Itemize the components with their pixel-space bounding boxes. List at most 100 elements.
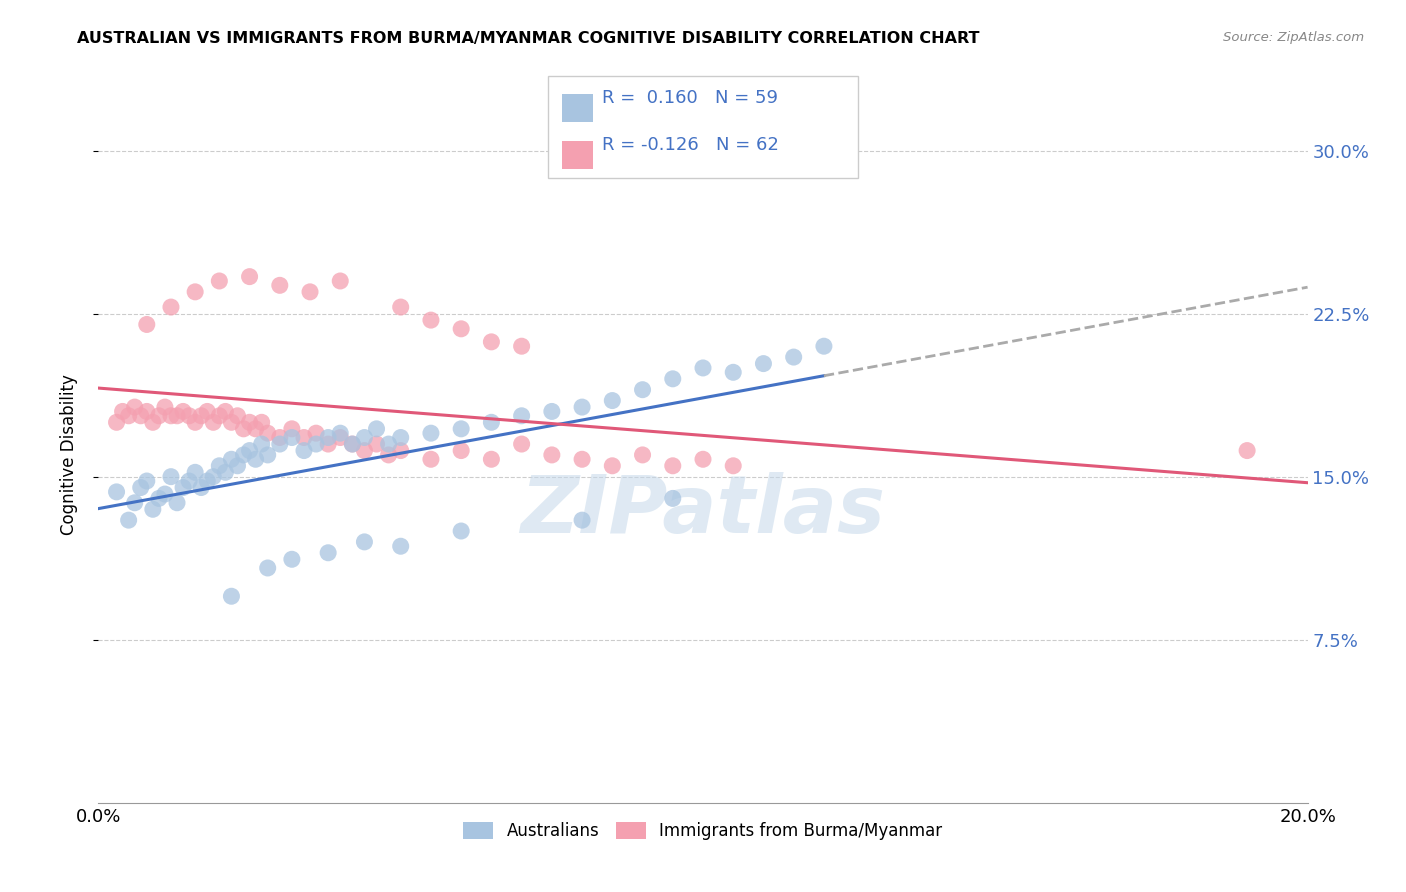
Point	[245, 452, 267, 467]
Point	[208, 409, 231, 423]
Point	[179, 474, 201, 488]
Point	[256, 561, 278, 575]
Point	[602, 458, 624, 473]
Point	[571, 513, 593, 527]
Point	[135, 474, 157, 488]
Point	[540, 404, 562, 418]
Point	[124, 496, 146, 510]
Point	[420, 452, 443, 467]
Point	[195, 474, 218, 488]
Point	[305, 437, 328, 451]
Point	[148, 409, 170, 423]
Point	[510, 339, 533, 353]
Point	[752, 357, 775, 371]
Point	[540, 448, 562, 462]
Point	[316, 546, 339, 560]
Point	[232, 422, 254, 436]
Point	[510, 437, 533, 451]
Point	[105, 484, 128, 499]
Point	[239, 443, 262, 458]
Point	[202, 469, 225, 483]
Point	[160, 469, 183, 483]
Point	[214, 404, 236, 418]
Point	[269, 278, 291, 293]
Point	[190, 481, 212, 495]
Point	[292, 443, 315, 458]
Point	[221, 589, 243, 603]
Point	[316, 430, 339, 444]
Point	[329, 274, 352, 288]
Point	[723, 365, 745, 379]
Point	[305, 426, 328, 441]
Point	[160, 409, 183, 423]
Point	[250, 415, 273, 429]
Point	[148, 491, 170, 506]
Point	[226, 409, 249, 423]
Point	[184, 466, 207, 480]
Point	[245, 422, 267, 436]
Point	[142, 502, 165, 516]
Legend: Australians, Immigrants from Burma/Myanmar: Australians, Immigrants from Burma/Myanm…	[457, 815, 949, 847]
Point	[208, 458, 231, 473]
Point	[292, 430, 315, 444]
Point	[214, 466, 236, 480]
Point	[631, 448, 654, 462]
Text: R = -0.126   N = 62: R = -0.126 N = 62	[602, 136, 779, 154]
Point	[256, 448, 278, 462]
Point	[153, 400, 176, 414]
Point	[389, 443, 412, 458]
Point	[118, 513, 141, 527]
Point	[124, 400, 146, 414]
Point	[661, 372, 683, 386]
Point	[129, 481, 152, 495]
Point	[281, 422, 304, 436]
Text: AUSTRALIAN VS IMMIGRANTS FROM BURMA/MYANMAR COGNITIVE DISABILITY CORRELATION CHA: AUSTRALIAN VS IMMIGRANTS FROM BURMA/MYAN…	[77, 31, 980, 46]
Point	[813, 339, 835, 353]
Point	[377, 437, 399, 451]
Point	[481, 415, 503, 429]
Point	[377, 448, 399, 462]
Text: R =  0.160   N = 59: R = 0.160 N = 59	[602, 89, 778, 107]
Point	[226, 458, 249, 473]
Point	[239, 269, 262, 284]
Point	[353, 443, 375, 458]
Point	[195, 404, 218, 418]
Point	[723, 458, 745, 473]
Text: Source: ZipAtlas.com: Source: ZipAtlas.com	[1223, 31, 1364, 45]
Point	[661, 458, 683, 473]
Point	[184, 415, 207, 429]
Point	[366, 422, 388, 436]
Point	[142, 415, 165, 429]
Point	[450, 422, 472, 436]
Point	[783, 350, 806, 364]
Point	[179, 409, 201, 423]
Point	[692, 360, 714, 375]
Point	[389, 539, 412, 553]
Point	[135, 318, 157, 332]
Point	[481, 334, 503, 349]
Point	[661, 491, 683, 506]
Point	[342, 437, 364, 451]
Point	[111, 404, 134, 418]
Y-axis label: Cognitive Disability: Cognitive Disability	[59, 375, 77, 535]
Point	[166, 409, 188, 423]
Text: ZIPatlas: ZIPatlas	[520, 472, 886, 549]
Point	[221, 415, 243, 429]
Point	[450, 443, 472, 458]
Point	[329, 426, 352, 441]
Point	[602, 393, 624, 408]
Point	[420, 313, 443, 327]
Point	[172, 481, 194, 495]
Point	[105, 415, 128, 429]
Point	[299, 285, 322, 299]
Point	[571, 452, 593, 467]
Point	[269, 430, 291, 444]
Point	[256, 426, 278, 441]
Point	[366, 437, 388, 451]
Point	[571, 400, 593, 414]
Point	[250, 437, 273, 451]
Point	[420, 426, 443, 441]
Point	[239, 415, 262, 429]
Point	[389, 430, 412, 444]
Point	[190, 409, 212, 423]
